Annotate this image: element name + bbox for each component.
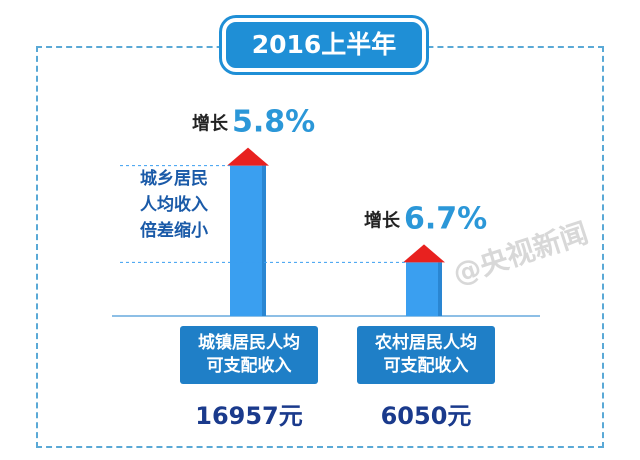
bar-1 xyxy=(406,262,442,316)
gap-note-line-3: 倍差缩小 xyxy=(140,221,208,241)
category-box-urban: 城镇居民人均 可支配收入 xyxy=(180,326,318,384)
bar-edge-1 xyxy=(438,262,442,316)
value-label-urban: 16957元 xyxy=(195,402,303,430)
category-urban-line-1: 城镇居民人均 xyxy=(198,333,300,353)
bar-0 xyxy=(230,165,266,316)
gap-note: 城乡居民 人均收入 倍差缩小 xyxy=(120,166,228,244)
value-label-rural: 6050元 xyxy=(380,402,472,430)
bar-edge-0 xyxy=(262,165,266,316)
category-box-rural: 农村居民人均 可支配收入 xyxy=(357,326,495,384)
category-rural-line-2: 可支配收入 xyxy=(383,356,469,376)
growth-cap-0 xyxy=(227,147,269,166)
growth-value-0: 5.8% xyxy=(232,105,315,140)
growth-value-1: 6.7% xyxy=(404,201,487,236)
gap-note-line-2: 人均收入 xyxy=(140,195,208,215)
category-rural-line-1: 农村居民人均 xyxy=(375,333,477,353)
growth-cap-1 xyxy=(403,244,445,263)
category-urban-line-2: 可支配收入 xyxy=(206,356,292,376)
growth-prefix-0: 增长 xyxy=(192,113,229,135)
growth-prefix-1: 增长 xyxy=(364,209,401,231)
gap-note-line-1: 城乡居民 xyxy=(140,169,208,189)
chart-title: 2016上半年 xyxy=(222,18,426,72)
